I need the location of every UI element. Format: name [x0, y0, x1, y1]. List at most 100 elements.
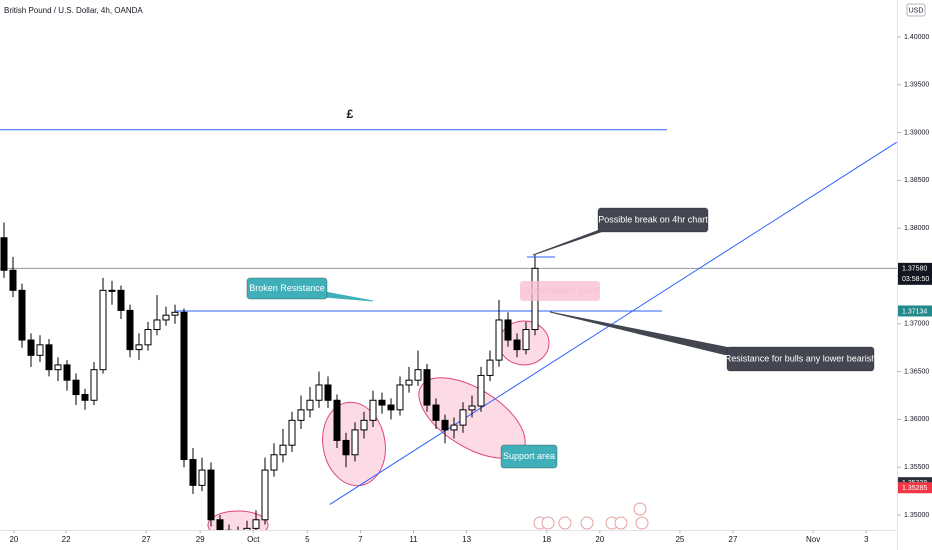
candle-body — [198, 469, 206, 486]
callout-box — [246, 277, 328, 300]
x-tick-label: 20 — [595, 535, 604, 544]
candle-body — [414, 369, 422, 381]
candle-body — [459, 409, 467, 426]
y-tick-label: 1.35500 — [904, 464, 929, 471]
candle-body — [423, 369, 431, 406]
candle-body — [63, 364, 71, 381]
candle-body — [342, 439, 350, 456]
candle-body — [9, 269, 17, 291]
candle-body — [513, 339, 521, 351]
candle-body — [117, 289, 125, 311]
candle-body — [405, 379, 413, 386]
price-tag-label: 1.37134 — [902, 308, 927, 315]
event-icon[interactable] — [541, 516, 555, 530]
y-tick-label: 1.39000 — [904, 129, 929, 136]
candle-body — [306, 399, 314, 411]
event-icon[interactable] — [614, 516, 628, 530]
candle-body — [396, 384, 404, 411]
candle-body — [144, 329, 152, 346]
candle-body — [324, 384, 332, 401]
price-tag — [898, 482, 932, 494]
event-icons — [533, 502, 649, 530]
candle-body — [360, 419, 368, 431]
callout-text: Possible break on 4hr chart — [598, 214, 708, 224]
candle-body — [378, 399, 386, 406]
event-icon[interactable] — [558, 516, 572, 530]
candle-body — [369, 399, 377, 421]
candle-body — [162, 314, 170, 321]
price-tag-time: 03:58:50 — [902, 276, 929, 283]
candle-body — [468, 405, 476, 411]
y-tick-label: 1.38000 — [904, 225, 929, 232]
currency[interactable]: USD — [909, 7, 924, 14]
candle-body — [504, 319, 512, 341]
candle-body — [315, 384, 323, 401]
y-tick-label: 1.36500 — [904, 368, 929, 375]
candle-body — [0, 237, 8, 271]
event-icon[interactable] — [580, 516, 594, 530]
candle-body — [297, 409, 305, 421]
candle-body — [99, 289, 107, 371]
x-tick-label: 27 — [729, 535, 738, 544]
candle-body — [126, 309, 134, 351]
candle-body — [450, 424, 458, 431]
candle-body — [171, 311, 179, 316]
y-tick-label: 1.36000 — [904, 416, 929, 423]
candle-body — [270, 454, 278, 471]
y-tick-label: 1.37000 — [904, 321, 929, 328]
candle-body — [153, 319, 161, 331]
callout-box — [520, 281, 600, 301]
callout-text: Resistance for bulls any lower bearish — [725, 353, 877, 363]
x-tick-label: 18 — [542, 535, 551, 544]
candle-body — [135, 344, 143, 351]
x-tick-label: Oct — [247, 535, 260, 544]
chart-title: British Pound / U.S. Dollar, 4h, OANDA — [4, 6, 143, 15]
event-icon[interactable] — [635, 516, 649, 530]
x-tick-label: 3 — [864, 535, 869, 544]
plot: £ Broken Resistance Possible break on 4hr … — [0, 107, 897, 530]
candle-body — [45, 344, 53, 371]
candle-body — [486, 359, 494, 376]
price-tag-label: 1.35285 — [902, 485, 927, 492]
y-tick-label: 1.38500 — [904, 177, 929, 184]
candle-body — [522, 329, 530, 351]
callout-box — [597, 207, 709, 233]
trendline — [329, 141, 897, 505]
candle-body — [252, 519, 260, 529]
candle-body — [189, 459, 197, 486]
candle-body — [27, 339, 35, 356]
callout-box — [726, 346, 875, 372]
x-tick-label: 11 — [409, 535, 418, 544]
callout-text: Broken Resistance — [249, 283, 325, 293]
y-tick-label: 1.35000 — [904, 512, 929, 519]
x-tick-label: 20 — [9, 535, 18, 544]
candle-body — [477, 374, 485, 407]
x-tick-label: 13 — [462, 535, 471, 544]
candle-body — [90, 369, 98, 401]
price-tag-label: 1.37580 — [902, 266, 927, 273]
candle-body — [432, 404, 440, 421]
currency-box[interactable] — [906, 3, 926, 17]
candle-body — [288, 419, 296, 446]
candle-body — [36, 344, 44, 356]
candle-body — [441, 419, 449, 431]
x-tick-label: Nov — [806, 535, 820, 544]
candle-body — [108, 289, 116, 292]
y-tick-label: 1.39500 — [904, 82, 929, 89]
x-tick-label: 7 — [358, 535, 363, 544]
candle-body — [387, 404, 395, 411]
price-tag — [898, 262, 932, 285]
annotation: £ — [347, 107, 354, 121]
candle-body — [81, 394, 89, 401]
price-tag — [898, 305, 932, 317]
x-tick-label: 27 — [142, 535, 151, 544]
y-tick-label: 1.40000 — [904, 34, 929, 41]
candle-body — [243, 527, 251, 530]
candle-body — [333, 399, 341, 441]
candle-body — [54, 364, 62, 371]
candle-body — [18, 289, 26, 341]
event-icon[interactable] — [633, 502, 647, 516]
candle-body — [495, 319, 503, 361]
